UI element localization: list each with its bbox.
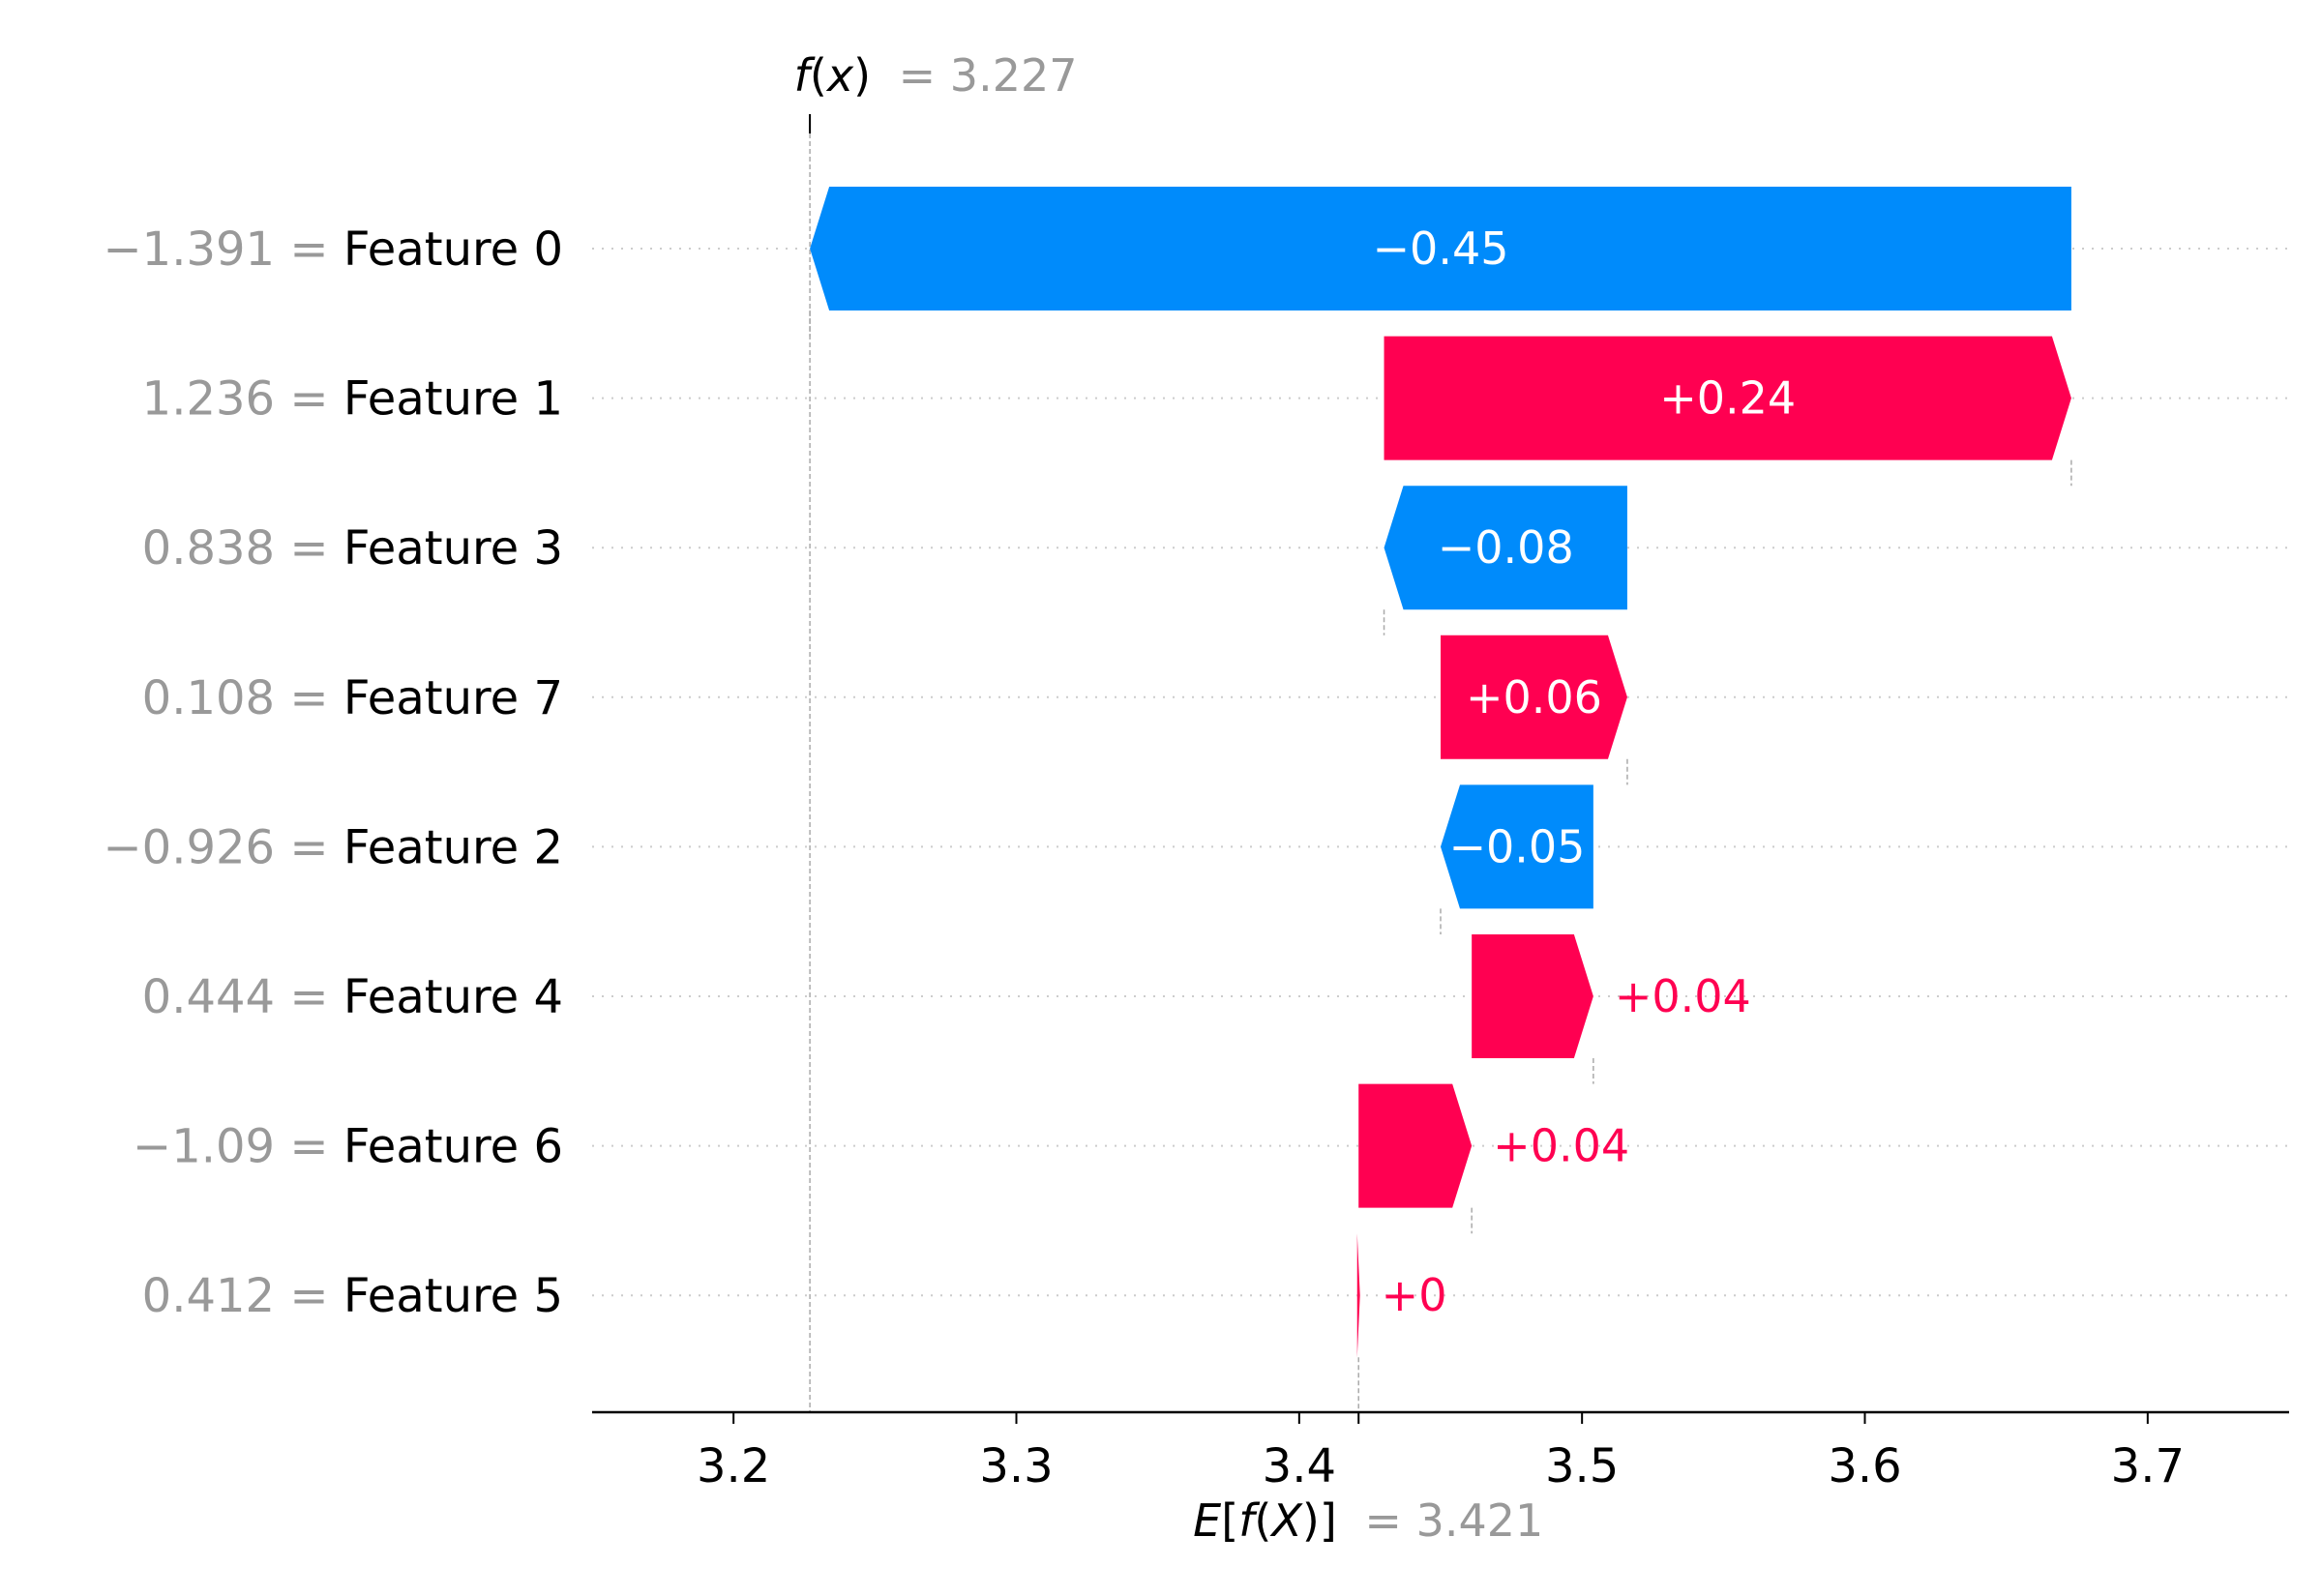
- bar-feature-0: [810, 187, 2071, 310]
- feature-equals: =: [289, 521, 342, 576]
- feature-equals: =: [289, 1269, 342, 1323]
- feature-label: −1.09 = Feature 6: [133, 1120, 563, 1174]
- feature-value: −0.926: [103, 820, 289, 874]
- bar-value-labels: −0.45 +0.24 −0.08 +0.06 −0.05 +0.04 +0.04 +0: [1373, 222, 1797, 1321]
- feature-equals: =: [289, 671, 342, 725]
- feature-labels: −1.391 = Feature 0 1.236 = Feature 1 0.838…: [103, 222, 563, 1323]
- base-label: E[f(X)] = 3.421: [1193, 1494, 1543, 1547]
- bar-feature-4: [1472, 934, 1593, 1058]
- feature-value: 0.412: [142, 1269, 290, 1323]
- feature-name: Feature 6: [343, 1120, 563, 1174]
- base-annotation: E[f(X)] = 3.421: [1193, 1494, 1543, 1547]
- feature-name: Feature 7: [343, 671, 563, 725]
- feature-equals: =: [289, 970, 342, 1024]
- feature-label: −1.391 = Feature 0: [103, 222, 563, 277]
- x-axis: 3.2 3.3 3.4 3.5 3.6 3.7: [592, 1410, 2289, 1493]
- bar-feature-1: [1384, 336, 2071, 460]
- bar-value-label: +0: [1382, 1269, 1447, 1321]
- bar-feature-2: [1441, 784, 1593, 909]
- x-tick-label: 3.3: [979, 1439, 1053, 1493]
- feature-label: 1.236 = Feature 1: [142, 372, 563, 427]
- feature-label: 0.838 = Feature 3: [142, 521, 563, 576]
- x-tick-label: 3.5: [1545, 1439, 1619, 1493]
- feature-value: 0.444: [142, 970, 290, 1024]
- feature-value: 1.236: [142, 372, 290, 427]
- bar-feature-3: [1384, 486, 1627, 610]
- base-value: = 3.421: [1364, 1494, 1543, 1547]
- feature-name: Feature 4: [343, 970, 563, 1024]
- feature-equals: =: [289, 1120, 342, 1174]
- feature-equals: =: [289, 820, 342, 874]
- feature-value: 0.838: [142, 521, 290, 576]
- bar-value-label: +0.04: [1493, 1120, 1629, 1172]
- feature-equals: =: [289, 222, 342, 277]
- bar-feature-7: [1441, 635, 1627, 759]
- output-value: = 3.227: [899, 49, 1078, 102]
- x-tick-label: 3.7: [2111, 1439, 2185, 1493]
- feature-equals: =: [289, 372, 342, 427]
- feature-name: Feature 3: [343, 521, 563, 576]
- feature-label: 0.412 = Feature 5: [142, 1269, 563, 1323]
- bar-value-label: −0.08: [1438, 521, 1574, 574]
- feature-value: −1.391: [103, 222, 289, 277]
- feature-value: −1.09: [133, 1120, 289, 1174]
- bar-value-label: −0.05: [1448, 820, 1585, 872]
- feature-name: Feature 5: [343, 1269, 563, 1323]
- feature-label: 0.108 = Feature 7: [142, 671, 563, 725]
- feature-label: −0.926 = Feature 2: [103, 820, 563, 874]
- bar-value-label: +0.06: [1466, 671, 1602, 724]
- output-label: f(x) = 3.227: [794, 49, 1078, 102]
- connector-lines: [809, 126, 2072, 1412]
- feature-value: 0.108: [142, 671, 290, 725]
- bar-feature-6: [1358, 1083, 1473, 1208]
- bar-value-label: +0.04: [1615, 970, 1751, 1022]
- output-annotation: f(x) = 3.227: [794, 49, 1078, 133]
- bar-value-label: −0.45: [1373, 222, 1509, 275]
- bar-value-label: +0.24: [1659, 372, 1796, 425]
- feature-label: 0.444 = Feature 4: [142, 970, 563, 1024]
- bar-feature-5: [1356, 1233, 1360, 1358]
- contribution-bars: [810, 187, 2071, 1358]
- feature-name: Feature 0: [343, 222, 563, 277]
- x-tick-label: 3.2: [697, 1439, 770, 1493]
- x-tick-label: 3.6: [1828, 1439, 1901, 1493]
- feature-name: Feature 2: [343, 820, 563, 874]
- feature-name: Feature 1: [343, 372, 563, 427]
- x-tick-label: 3.4: [1263, 1439, 1336, 1493]
